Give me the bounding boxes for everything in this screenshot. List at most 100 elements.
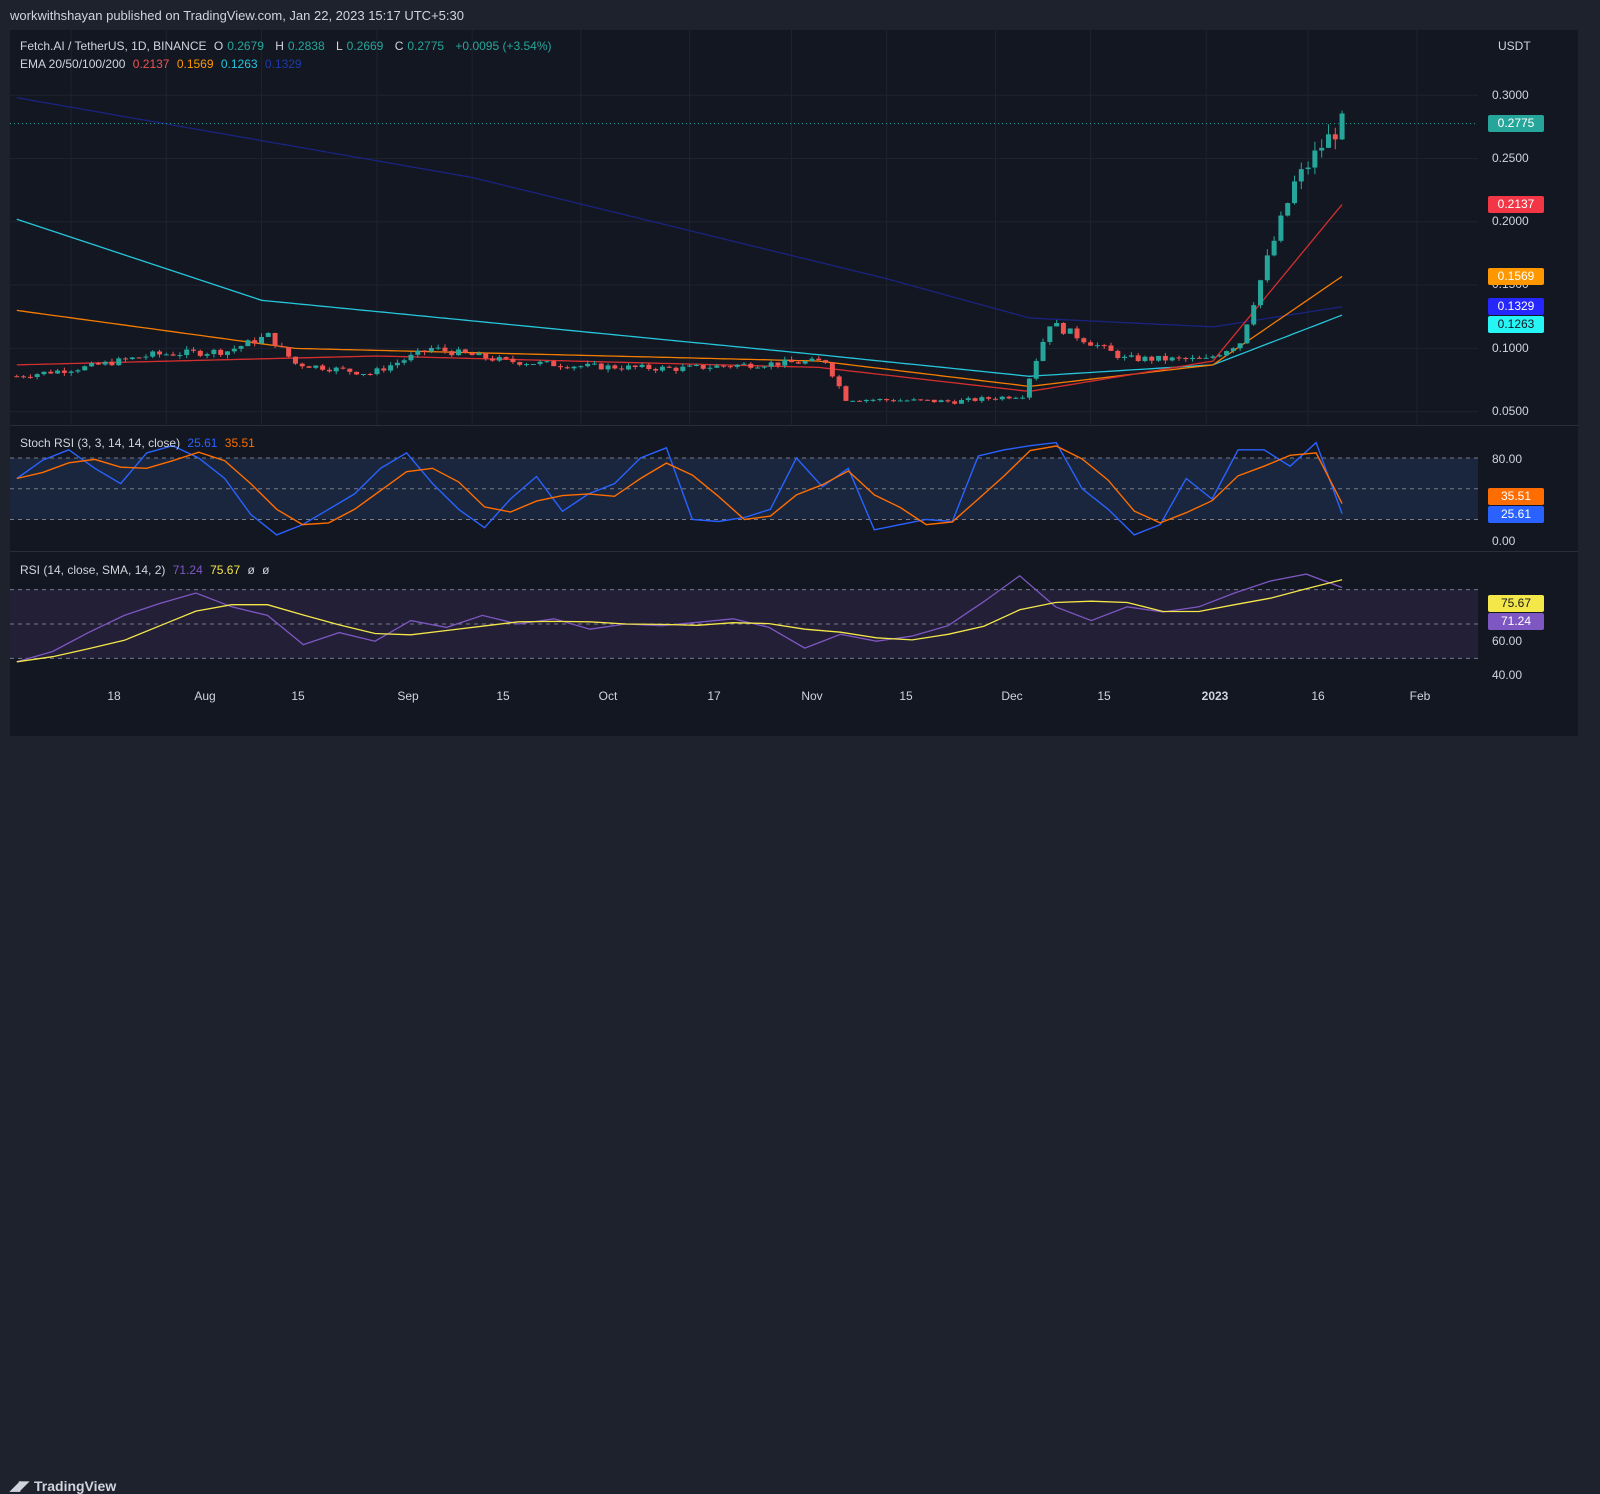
candle-body	[340, 367, 346, 369]
candle-body	[782, 359, 788, 366]
time-tick: 18	[107, 689, 121, 703]
candle-body	[286, 347, 292, 357]
candle-body	[238, 346, 244, 349]
candle-body	[258, 336, 264, 344]
candle-body	[1081, 338, 1087, 343]
candle-body	[972, 398, 978, 401]
change-value: +0.0095 (+3.54%)	[455, 39, 552, 53]
candle-body	[150, 351, 156, 357]
open-value: O 0.2679	[213, 39, 264, 53]
rsi-value: 71.24	[172, 563, 203, 577]
candle-body	[218, 349, 224, 355]
candle-body	[1230, 348, 1236, 352]
candle-body	[857, 400, 863, 402]
candle-body	[578, 366, 584, 368]
candle-body	[224, 351, 230, 355]
publish-header: workwithshayan published on TradingView.…	[0, 0, 1600, 30]
candle-body	[82, 366, 88, 371]
stoch-rsi-pane[interactable]: Stoch RSI (3, 3, 14, 14, close) 25.61 35…	[10, 425, 1578, 551]
ema100-value: 0.1263	[220, 57, 258, 71]
candle-body	[401, 360, 407, 363]
candle-body	[1040, 341, 1046, 361]
candle-body	[1115, 350, 1121, 358]
candle-body	[564, 367, 570, 369]
candle-body	[163, 354, 169, 356]
candle-body	[1339, 113, 1345, 140]
ema-label: EMA 20/50/100/200	[20, 57, 126, 71]
candle-body	[1162, 355, 1168, 361]
ema100-tag: 0.1263	[1488, 316, 1544, 333]
price-pane[interactable]: Fetch.AI / TetherUS, 1D, BINANCE O 0.2679…	[10, 30, 1578, 425]
candle-body	[558, 366, 563, 368]
chart-area[interactable]: Fetch.AI / TetherUS, 1D, BINANCE O 0.2679…	[10, 30, 1578, 736]
candle-body	[483, 353, 489, 359]
candle-body	[1237, 343, 1243, 349]
candle-body	[1026, 378, 1032, 398]
candle-body	[34, 374, 40, 378]
candle-body	[571, 366, 577, 369]
stoch-tick: 80.00	[1492, 452, 1523, 466]
candle-body	[524, 364, 530, 366]
rsi-legend: RSI (14, close, SMA, 14, 2) 71.24 75.67 …	[20, 563, 274, 577]
candle-body	[95, 362, 101, 365]
time-tick: Aug	[194, 689, 216, 703]
candle-body	[1074, 328, 1080, 339]
candle-body	[802, 361, 808, 364]
price-tick: 0.2500	[1492, 151, 1529, 165]
publish-text: workwithshayan published on TradingView.…	[10, 8, 464, 23]
tradingview-brand[interactable]: ◢◤ TradingView	[10, 1478, 116, 1494]
candle-body	[979, 397, 985, 401]
ema200-value: 0.1329	[264, 57, 302, 71]
candle-body	[61, 370, 67, 373]
candle-body	[1047, 326, 1053, 342]
stoch-label: Stoch RSI (3, 3, 14, 14, close)	[20, 436, 181, 450]
candle-body	[877, 399, 883, 401]
candle-body	[48, 371, 54, 374]
candle-body	[1183, 357, 1189, 360]
candle-body	[462, 349, 468, 353]
candle-body	[1169, 357, 1175, 361]
candle-body	[904, 400, 910, 402]
candle-body	[442, 347, 448, 352]
candle-body	[143, 356, 149, 358]
candle-body	[1067, 328, 1073, 334]
ema-line-ema20	[16, 204, 1343, 393]
last-price-tag: 0.2775	[1488, 115, 1544, 132]
rsi-pane[interactable]: RSI (14, close, SMA, 14, 2) 71.24 75.67 …	[10, 551, 1578, 687]
candle-body	[14, 376, 20, 378]
candle-body	[1033, 360, 1039, 379]
candle-body	[109, 361, 115, 366]
candle-body	[653, 368, 659, 371]
candle-body	[299, 363, 305, 367]
candle-body	[829, 362, 835, 377]
candle-body	[503, 357, 509, 359]
candle-body	[1020, 397, 1026, 399]
symbol-title: Fetch.AI / TetherUS, 1D, BINANCE	[20, 39, 207, 53]
candle-body	[986, 397, 992, 399]
candle-body	[612, 365, 618, 369]
candle-body	[374, 368, 380, 375]
candle-body	[918, 399, 924, 401]
candle-body	[707, 367, 713, 369]
price-tick: 0.0500	[1492, 404, 1529, 418]
candle-body	[68, 371, 74, 373]
candle-body	[1312, 150, 1318, 168]
candle-body	[659, 366, 665, 371]
candle-body	[469, 352, 475, 356]
candle-body	[625, 365, 631, 370]
candle-body	[938, 400, 944, 403]
candle-body	[897, 400, 903, 402]
high-value: H 0.2838	[275, 39, 325, 53]
stoch-legend: Stoch RSI (3, 3, 14, 14, close) 25.61 35…	[20, 436, 259, 450]
candle-body	[245, 340, 251, 347]
candle-body	[102, 361, 108, 365]
stoch-k-tag: 25.61	[1488, 506, 1544, 523]
candle-body	[673, 367, 679, 371]
candle-body	[272, 332, 278, 347]
candle-body	[191, 349, 196, 351]
candle-body	[184, 349, 190, 356]
candle-body	[1094, 345, 1100, 347]
time-tick: Nov	[801, 689, 823, 703]
candle-body	[347, 368, 353, 372]
candle-body	[129, 357, 135, 360]
